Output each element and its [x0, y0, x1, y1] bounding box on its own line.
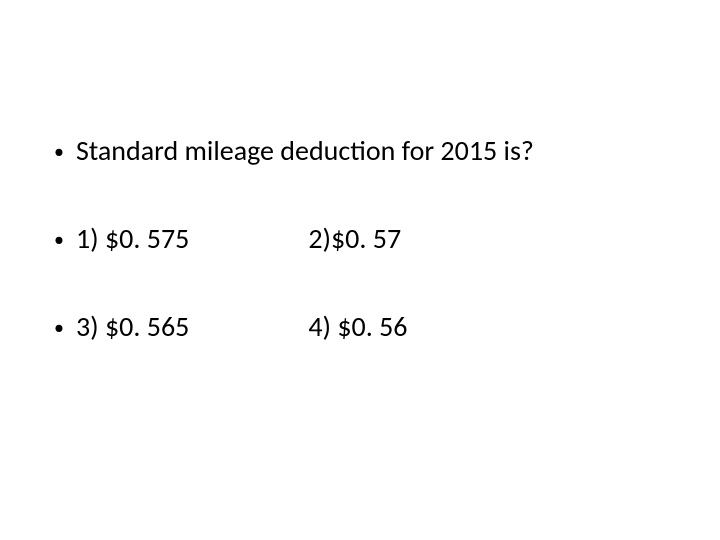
- option-3: 3) $0. 565: [76, 310, 302, 344]
- bullet-icon: •: [54, 318, 64, 338]
- question-row: • Standard mileage deduction for 2015 is…: [54, 134, 534, 168]
- options-pair-2: 3) $0. 565 4) $0. 56: [76, 310, 408, 344]
- bullet-icon: •: [54, 230, 64, 250]
- options-row-2: • 3) $0. 565 4) $0. 56: [54, 310, 408, 344]
- question-text: Standard mileage deduction for 2015 is?: [76, 134, 534, 168]
- option-2: 2)$0. 57: [308, 222, 401, 256]
- slide: • Standard mileage deduction for 2015 is…: [0, 0, 720, 540]
- bullet-icon: •: [54, 142, 64, 162]
- options-row-1: • 1) $0. 575 2)$0. 57: [54, 222, 401, 256]
- option-4: 4) $0. 56: [308, 310, 407, 344]
- options-pair-1: 1) $0. 575 2)$0. 57: [76, 222, 401, 256]
- option-1: 1) $0. 575: [76, 222, 302, 256]
